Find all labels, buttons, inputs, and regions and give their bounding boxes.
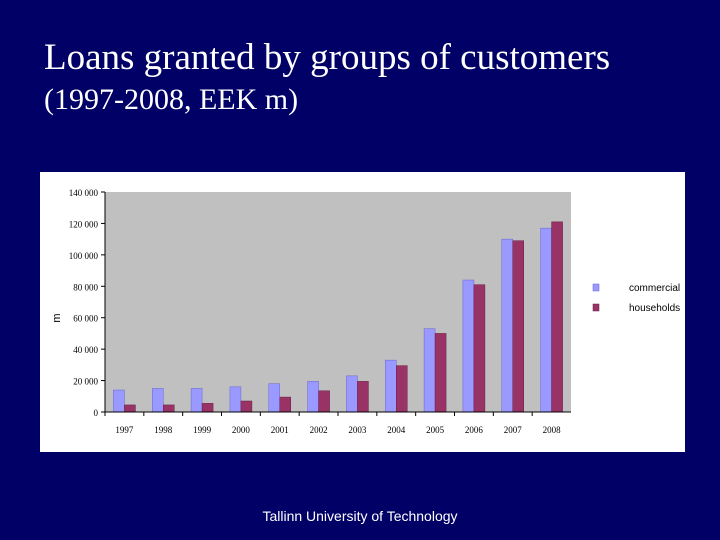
footer-text: Tallinn University of Technology [262, 508, 458, 524]
y-axis: 0 20 000 40 000 60 000 80 000 100 000 120 000 1… [69, 188, 106, 418]
bar-commercial-2001 [268, 383, 280, 413]
x-tick-label: 2002 [310, 425, 328, 435]
x-tick-label: 2008 [543, 425, 562, 435]
bar-households-2006 [473, 284, 486, 413]
bar-chart: m 0 20 000 40 000 60 000 80 000 100 000 120 00… [51, 188, 680, 435]
y-tick-label: 20 000 [73, 377, 98, 387]
bar-households-1999 [201, 403, 214, 413]
bar-commercial-2000 [229, 386, 242, 413]
bar-households-2002 [318, 390, 330, 413]
x-tick-label: 2006 [465, 425, 484, 435]
x-axis: 1997 1998 1999 2000 2001 2002 2003 2004 2005 2006… [104, 411, 571, 435]
slide-title: Loans granted by groups of customers [44, 37, 611, 78]
legend-label-households: households [629, 303, 680, 314]
bar-commercial-2006 [462, 279, 475, 413]
x-tick-label: 1998 [154, 425, 173, 435]
y-tick-label: 80 000 [73, 282, 98, 292]
x-tick-label: 1997 [115, 425, 133, 435]
bar-commercial-1999 [190, 388, 203, 413]
bar-commercial-2002 [307, 381, 319, 413]
y-tick-label: 100 000 [69, 251, 99, 261]
x-tick-label: 2003 [348, 425, 367, 435]
plot-area [105, 192, 571, 412]
bar-commercial-2003 [346, 375, 358, 413]
x-tick-label: 2005 [426, 425, 445, 435]
bar-commercial-2007 [501, 238, 513, 413]
legend-swatch-commercial [592, 283, 600, 292]
y-tick-label: 0 [94, 408, 99, 418]
y-tick-label: 120 000 [69, 219, 99, 229]
bar-commercial-2008 [540, 227, 552, 413]
x-tick-label: 2001 [271, 425, 289, 435]
y-tick-label: 140 000 [69, 188, 99, 198]
y-axis-label: m [51, 313, 63, 322]
y-tick-label: 60 000 [73, 314, 98, 324]
bar-commercial-2005 [423, 328, 436, 413]
x-tick-label: 1999 [193, 425, 212, 435]
bar-households-1997 [124, 404, 136, 413]
bar-households-2007 [512, 240, 524, 413]
bar-households-2005 [434, 333, 447, 413]
bar-households-1998 [163, 404, 175, 413]
x-tick-label: 2007 [504, 425, 523, 435]
y-tick-label: 40 000 [73, 345, 98, 355]
bar-households-2004 [396, 365, 408, 413]
bar-commercial-1998 [152, 388, 164, 413]
bar-commercial-1997 [113, 389, 125, 413]
bar-households-2000 [240, 400, 253, 413]
x-tick-label: 2004 [387, 425, 406, 435]
bars [113, 221, 563, 413]
bar-households-2003 [357, 381, 369, 413]
legend: commercial households [592, 283, 680, 314]
bar-commercial-2004 [385, 359, 397, 413]
bar-households-2008 [551, 221, 563, 413]
chart-panel: m 0 20 000 40 000 60 000 80 000 100 000 120 00… [40, 172, 685, 452]
legend-swatch-households [592, 303, 600, 312]
bar-households-2001 [279, 396, 291, 413]
slide-subtitle: (1997-2008, EEK m) [44, 83, 299, 116]
legend-label-commercial: commercial [629, 283, 680, 294]
x-tick-label: 2000 [232, 425, 251, 435]
